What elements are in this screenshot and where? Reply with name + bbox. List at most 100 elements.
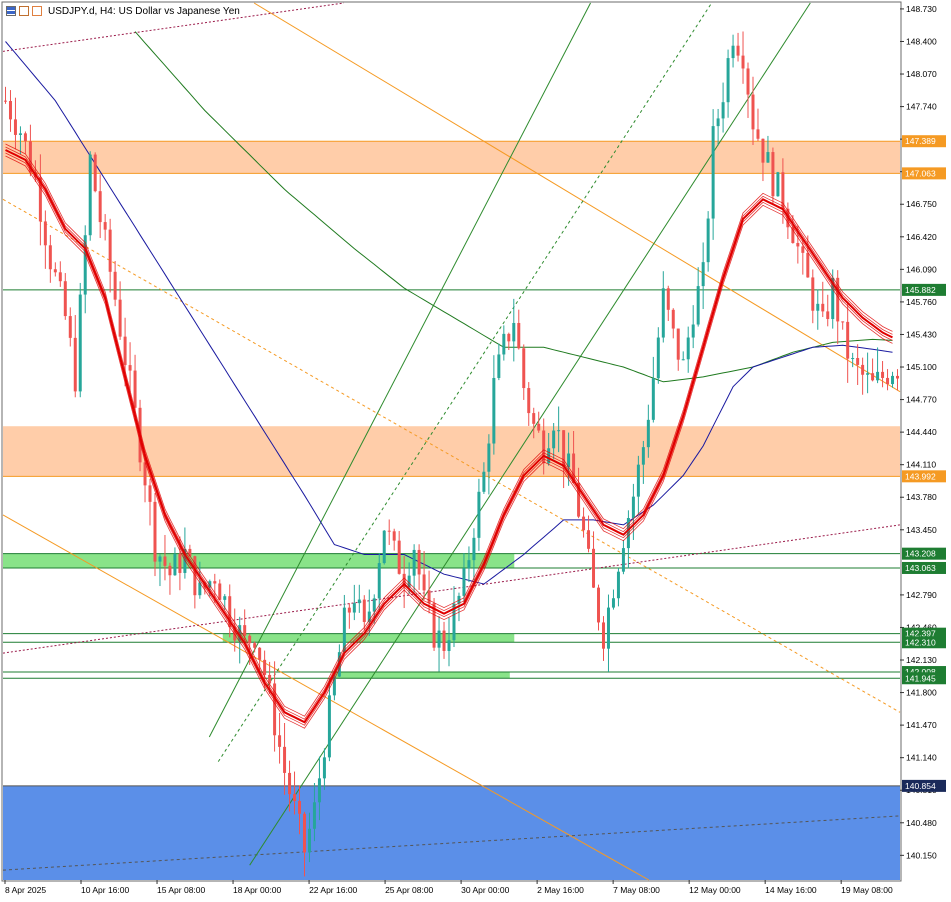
candle-body-152 bbox=[761, 138, 765, 163]
bar-mode-icon[interactable] bbox=[32, 6, 42, 16]
candle-body-94 bbox=[472, 537, 476, 561]
y-tick-label-16: 143.450 bbox=[906, 525, 937, 535]
candle-body-136 bbox=[681, 359, 685, 361]
candle-body-134 bbox=[671, 309, 675, 329]
candle-body-24 bbox=[123, 336, 127, 366]
candle-body-82 bbox=[412, 549, 416, 576]
time-axis: 8 Apr 2025 10 Apr 16:00 15 Apr 08:00 18 Apr… bbox=[4, 880, 893, 895]
candle-body-28 bbox=[143, 462, 147, 486]
candle-body-49 bbox=[248, 635, 252, 644]
candle-body-58 bbox=[293, 794, 297, 802]
candle-body-164 bbox=[821, 303, 825, 312]
candle-body-42 bbox=[213, 581, 217, 584]
price-tag-bg-1 bbox=[902, 167, 946, 180]
candle-body-89 bbox=[447, 640, 451, 651]
candle-body-7 bbox=[38, 177, 42, 222]
candle-body-5 bbox=[28, 141, 32, 173]
candle-body-18 bbox=[93, 154, 97, 192]
candle-body-4 bbox=[23, 133, 27, 142]
price-tag-bg-4 bbox=[902, 547, 946, 560]
candle-body-133 bbox=[666, 288, 670, 310]
y-tick-label-6: 146.750 bbox=[906, 199, 937, 209]
price-tags: 147.389 147.063 145.882 143.992 143.208 143.0… bbox=[902, 135, 946, 792]
candle-body-76 bbox=[382, 530, 386, 564]
zone-blue-5 bbox=[3, 785, 900, 880]
y-tick-label-20: 141.800 bbox=[906, 688, 937, 698]
zones-layer bbox=[3, 141, 900, 880]
zone-green-3 bbox=[222, 633, 515, 643]
x-tick-label-11: 19 May 08:00 bbox=[841, 885, 893, 895]
candle-body-126 bbox=[631, 496, 635, 519]
candle-body-30 bbox=[153, 501, 157, 562]
candle-body-118 bbox=[592, 548, 596, 588]
candle-body-129 bbox=[646, 419, 650, 448]
candle-body-65 bbox=[327, 695, 331, 758]
candle-body-10 bbox=[53, 269, 57, 273]
candle-body-165 bbox=[826, 311, 830, 320]
candle-body-174 bbox=[871, 373, 875, 381]
candle-body-90 bbox=[452, 603, 456, 641]
candle-body-103 bbox=[517, 322, 521, 349]
candle-body-59 bbox=[298, 801, 302, 814]
candle-body-69 bbox=[347, 607, 351, 613]
candle-body-0 bbox=[3, 100, 7, 102]
price-tag-bg-2 bbox=[902, 283, 946, 296]
candle-body-78 bbox=[392, 531, 396, 541]
candle-body-123 bbox=[616, 571, 620, 599]
candle-body-144 bbox=[721, 102, 725, 119]
x-tick-label-0: 8 Apr 2025 bbox=[5, 885, 46, 895]
x-tick-label-8: 7 May 08:00 bbox=[613, 885, 660, 895]
candle-body-77 bbox=[387, 530, 391, 532]
candle-body-102 bbox=[512, 322, 516, 342]
candle-body-95 bbox=[477, 491, 481, 538]
candle-body-32 bbox=[163, 556, 167, 566]
candle-body-92 bbox=[462, 568, 466, 596]
candle-body-98 bbox=[492, 377, 496, 444]
zone-orange-0 bbox=[3, 141, 900, 174]
candle-body-41 bbox=[208, 581, 212, 588]
candle-body-130 bbox=[651, 378, 655, 420]
candle-body-176 bbox=[881, 371, 885, 378]
chart-list-icon[interactable] bbox=[6, 6, 16, 16]
candle-body-91 bbox=[457, 595, 461, 604]
x-tick-label-7: 2 May 16:00 bbox=[537, 885, 584, 895]
candle-body-169 bbox=[846, 321, 850, 359]
y-tick-label-14: 144.110 bbox=[906, 460, 936, 470]
candle-body-60 bbox=[302, 813, 306, 853]
y-tick-label-22: 141.140 bbox=[906, 753, 937, 763]
price-tag-5: 143.063 bbox=[905, 563, 936, 573]
candle-body-99 bbox=[497, 354, 501, 378]
x-tick-label-10: 14 May 16:00 bbox=[765, 885, 817, 895]
ema-ribbon-line-3 bbox=[5, 152, 893, 726]
y-tick-label-8: 146.090 bbox=[906, 264, 937, 274]
candle-body-137 bbox=[686, 337, 690, 360]
candle-body-55 bbox=[278, 735, 282, 747]
candle-body-109 bbox=[547, 448, 551, 464]
candle-body-177 bbox=[886, 377, 890, 385]
candle-body-33 bbox=[168, 565, 172, 576]
orange-trendline-lower bbox=[2, 514, 650, 881]
candle-body-8 bbox=[43, 221, 47, 246]
y-tick-label-9: 145.760 bbox=[906, 297, 937, 307]
candle-body-159 bbox=[796, 242, 800, 247]
candle-body-162 bbox=[811, 277, 815, 311]
candle-body-140 bbox=[701, 262, 705, 287]
ema-ribbon-layer bbox=[5, 143, 893, 729]
candle-mode-icon[interactable] bbox=[19, 6, 29, 16]
candle-body-71 bbox=[357, 599, 361, 604]
candle-body-61 bbox=[307, 828, 311, 853]
candle-body-147 bbox=[736, 45, 740, 56]
candle-body-12 bbox=[63, 281, 67, 317]
maroon-dotted-upper bbox=[2, 2, 344, 52]
candle-body-17 bbox=[88, 154, 92, 236]
price-tag-9: 141.945 bbox=[905, 673, 936, 683]
green-channel-mid bbox=[217, 2, 713, 762]
green-channel-right bbox=[249, 2, 811, 866]
y-tick-label-19: 142.130 bbox=[906, 655, 937, 665]
candle-body-39 bbox=[198, 582, 202, 596]
zone-orange-1 bbox=[3, 426, 900, 477]
x-tick-label-2: 15 Apr 08:00 bbox=[157, 885, 205, 895]
candle-body-119 bbox=[597, 587, 601, 623]
